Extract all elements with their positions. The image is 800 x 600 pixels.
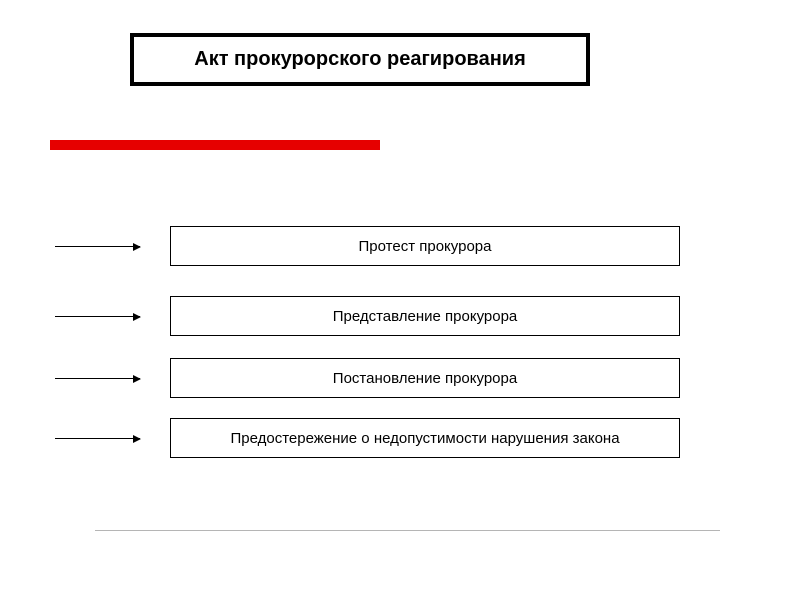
arrow-1	[55, 246, 140, 247]
item-box-2: Представление прокурора	[170, 296, 680, 336]
item-label: Предостережение о недопустимости нарушен…	[230, 430, 619, 447]
red-accent-bar	[50, 140, 380, 150]
item-label: Постановление прокурора	[333, 370, 517, 387]
arrow-3	[55, 378, 140, 379]
title-text: Акт прокурорского реагирования	[194, 48, 525, 71]
item-box-1: Протест прокурора	[170, 226, 680, 266]
arrow-4	[55, 438, 140, 439]
bottom-separator	[95, 530, 720, 531]
title-box: Акт прокурорского реагирования	[130, 33, 590, 86]
item-label: Представление прокурора	[333, 308, 518, 325]
item-box-3: Постановление прокурора	[170, 358, 680, 398]
arrow-2	[55, 316, 140, 317]
item-box-4: Предостережение о недопустимости нарушен…	[170, 418, 680, 458]
item-label: Протест прокурора	[359, 238, 492, 255]
